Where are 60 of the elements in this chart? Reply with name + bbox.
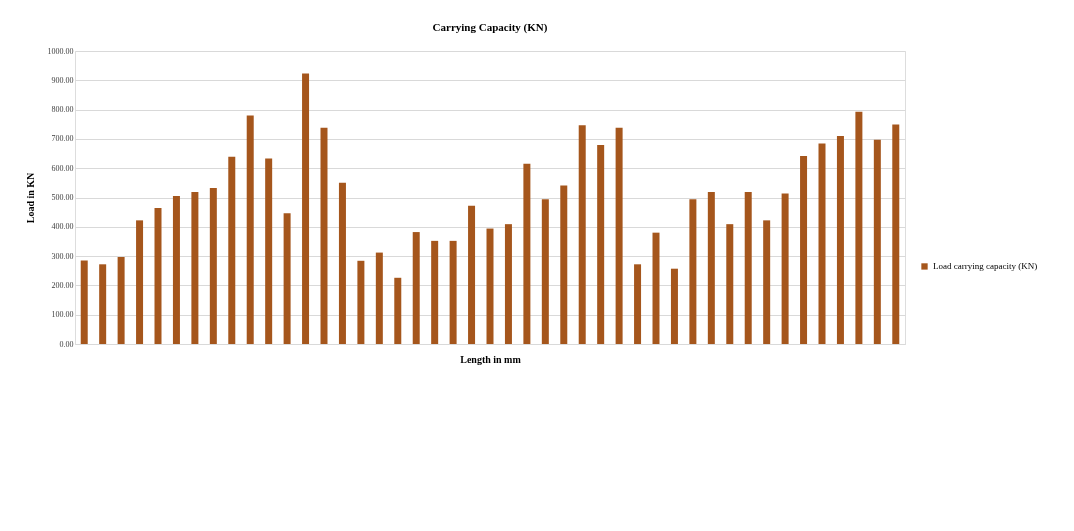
y-tick-label: 800.00 — [51, 105, 74, 115]
bar — [283, 213, 291, 344]
bar — [246, 115, 254, 344]
y-tick-label: 0.00 — [59, 339, 74, 349]
bar — [560, 185, 568, 344]
bar — [873, 139, 881, 344]
legend-label: Load carrying capacity (KN) — [933, 261, 1038, 272]
bar — [615, 127, 623, 344]
bar — [80, 260, 88, 344]
bar — [154, 208, 162, 344]
bar — [707, 191, 715, 344]
y-tick-label: 1000.00 — [47, 46, 74, 56]
bar — [302, 73, 310, 344]
bar — [99, 264, 107, 344]
bar — [818, 143, 826, 344]
bar — [504, 224, 512, 344]
bar — [209, 188, 217, 344]
bar — [431, 240, 439, 344]
bar — [191, 191, 199, 344]
bar — [800, 155, 808, 344]
bar — [394, 277, 402, 344]
bar — [836, 135, 844, 344]
bar — [228, 156, 236, 344]
y-tick-label: 900.00 — [51, 75, 74, 85]
x-axis-title: Length in mm — [460, 353, 522, 365]
bar — [468, 205, 476, 344]
bar — [136, 220, 144, 344]
y-tick-label: 600.00 — [51, 163, 74, 173]
y-tick-label: 200.00 — [51, 280, 74, 290]
bar — [523, 163, 531, 344]
bar — [670, 268, 678, 344]
bar — [320, 127, 328, 344]
bar — [117, 256, 125, 344]
chart-title: Carrying Capacity (KN) — [432, 21, 548, 34]
bar — [892, 124, 900, 344]
bar — [172, 196, 180, 344]
bar — [855, 111, 863, 344]
y-axis-title: Load in KN — [24, 171, 36, 224]
y-tick-label: 400.00 — [51, 222, 74, 232]
y-tick-label: 300.00 — [51, 251, 74, 261]
bar — [375, 252, 383, 344]
bar — [634, 264, 642, 344]
bar — [652, 232, 660, 344]
bar — [781, 193, 789, 344]
bar — [578, 125, 586, 344]
bar — [744, 191, 752, 344]
y-tick-label: 500.00 — [51, 193, 74, 202]
bar — [338, 182, 346, 344]
bar — [541, 199, 549, 344]
y-tick-label: 100.00 — [51, 310, 74, 320]
y-tick-label: 700.00 — [51, 134, 74, 144]
bar — [412, 232, 420, 344]
bar — [726, 224, 734, 344]
bar — [265, 158, 273, 344]
bar — [597, 145, 605, 344]
bar — [689, 199, 697, 344]
bar — [357, 260, 365, 344]
bar — [449, 240, 457, 344]
bar — [763, 220, 771, 344]
bar — [486, 228, 494, 344]
